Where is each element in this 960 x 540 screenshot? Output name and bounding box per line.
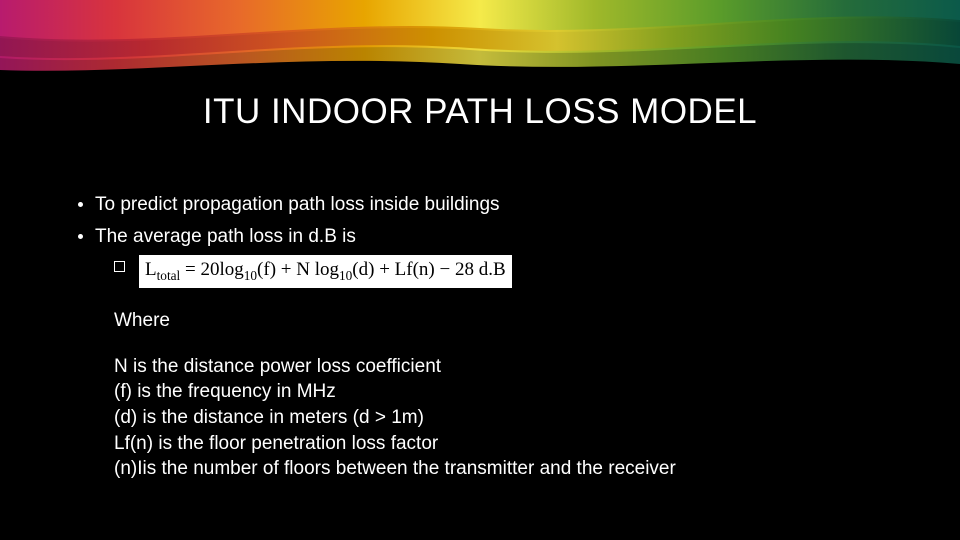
formula-p2: (f) + N log <box>257 259 339 280</box>
definition-line: (d) is the distance in meters (d > 1m) <box>114 405 898 431</box>
decorative-banner <box>0 0 960 75</box>
definitions-block: Where N is the distance power loss coeff… <box>114 310 898 482</box>
definition-line: Lf(n) is the floor penetration loss fact… <box>114 431 898 457</box>
formula-lhs-sub: total <box>157 268 181 283</box>
formula-p1: = 20log <box>180 259 244 280</box>
bullet-item: The average path loss in d.B is <box>78 224 898 250</box>
formula-p3: (d) + Lf(n) − 28 d.B <box>352 259 505 280</box>
where-label: Where <box>114 310 898 332</box>
page-title: ITU INDOOR PATH LOSS MODEL <box>0 92 960 132</box>
bullet-text: The average path loss in d.B is <box>95 224 356 250</box>
definition-line: (f) is the frequency in MHz <box>114 379 898 405</box>
content-area: To predict propagation path loss inside … <box>78 192 898 482</box>
bullet-dot-icon <box>78 202 83 207</box>
formula-box: Ltotal = 20log10(f) + N log10(d) + Lf(n)… <box>139 255 512 287</box>
formula-p2-sub: 10 <box>339 268 352 283</box>
definition-line: (n)Iis the number of floors between the … <box>114 456 898 482</box>
formula-lhs: L <box>145 259 157 280</box>
formula-row: Ltotal = 20log10(f) + N log10(d) + Lf(n)… <box>114 255 898 287</box>
bullet-item: To predict propagation path loss inside … <box>78 192 898 218</box>
square-bullet-icon <box>114 261 125 272</box>
definition-line: N is the distance power loss coefficient <box>114 354 898 380</box>
bullet-text: To predict propagation path loss inside … <box>95 192 500 218</box>
formula-p1-sub: 10 <box>244 268 257 283</box>
bullet-dot-icon <box>78 234 83 239</box>
